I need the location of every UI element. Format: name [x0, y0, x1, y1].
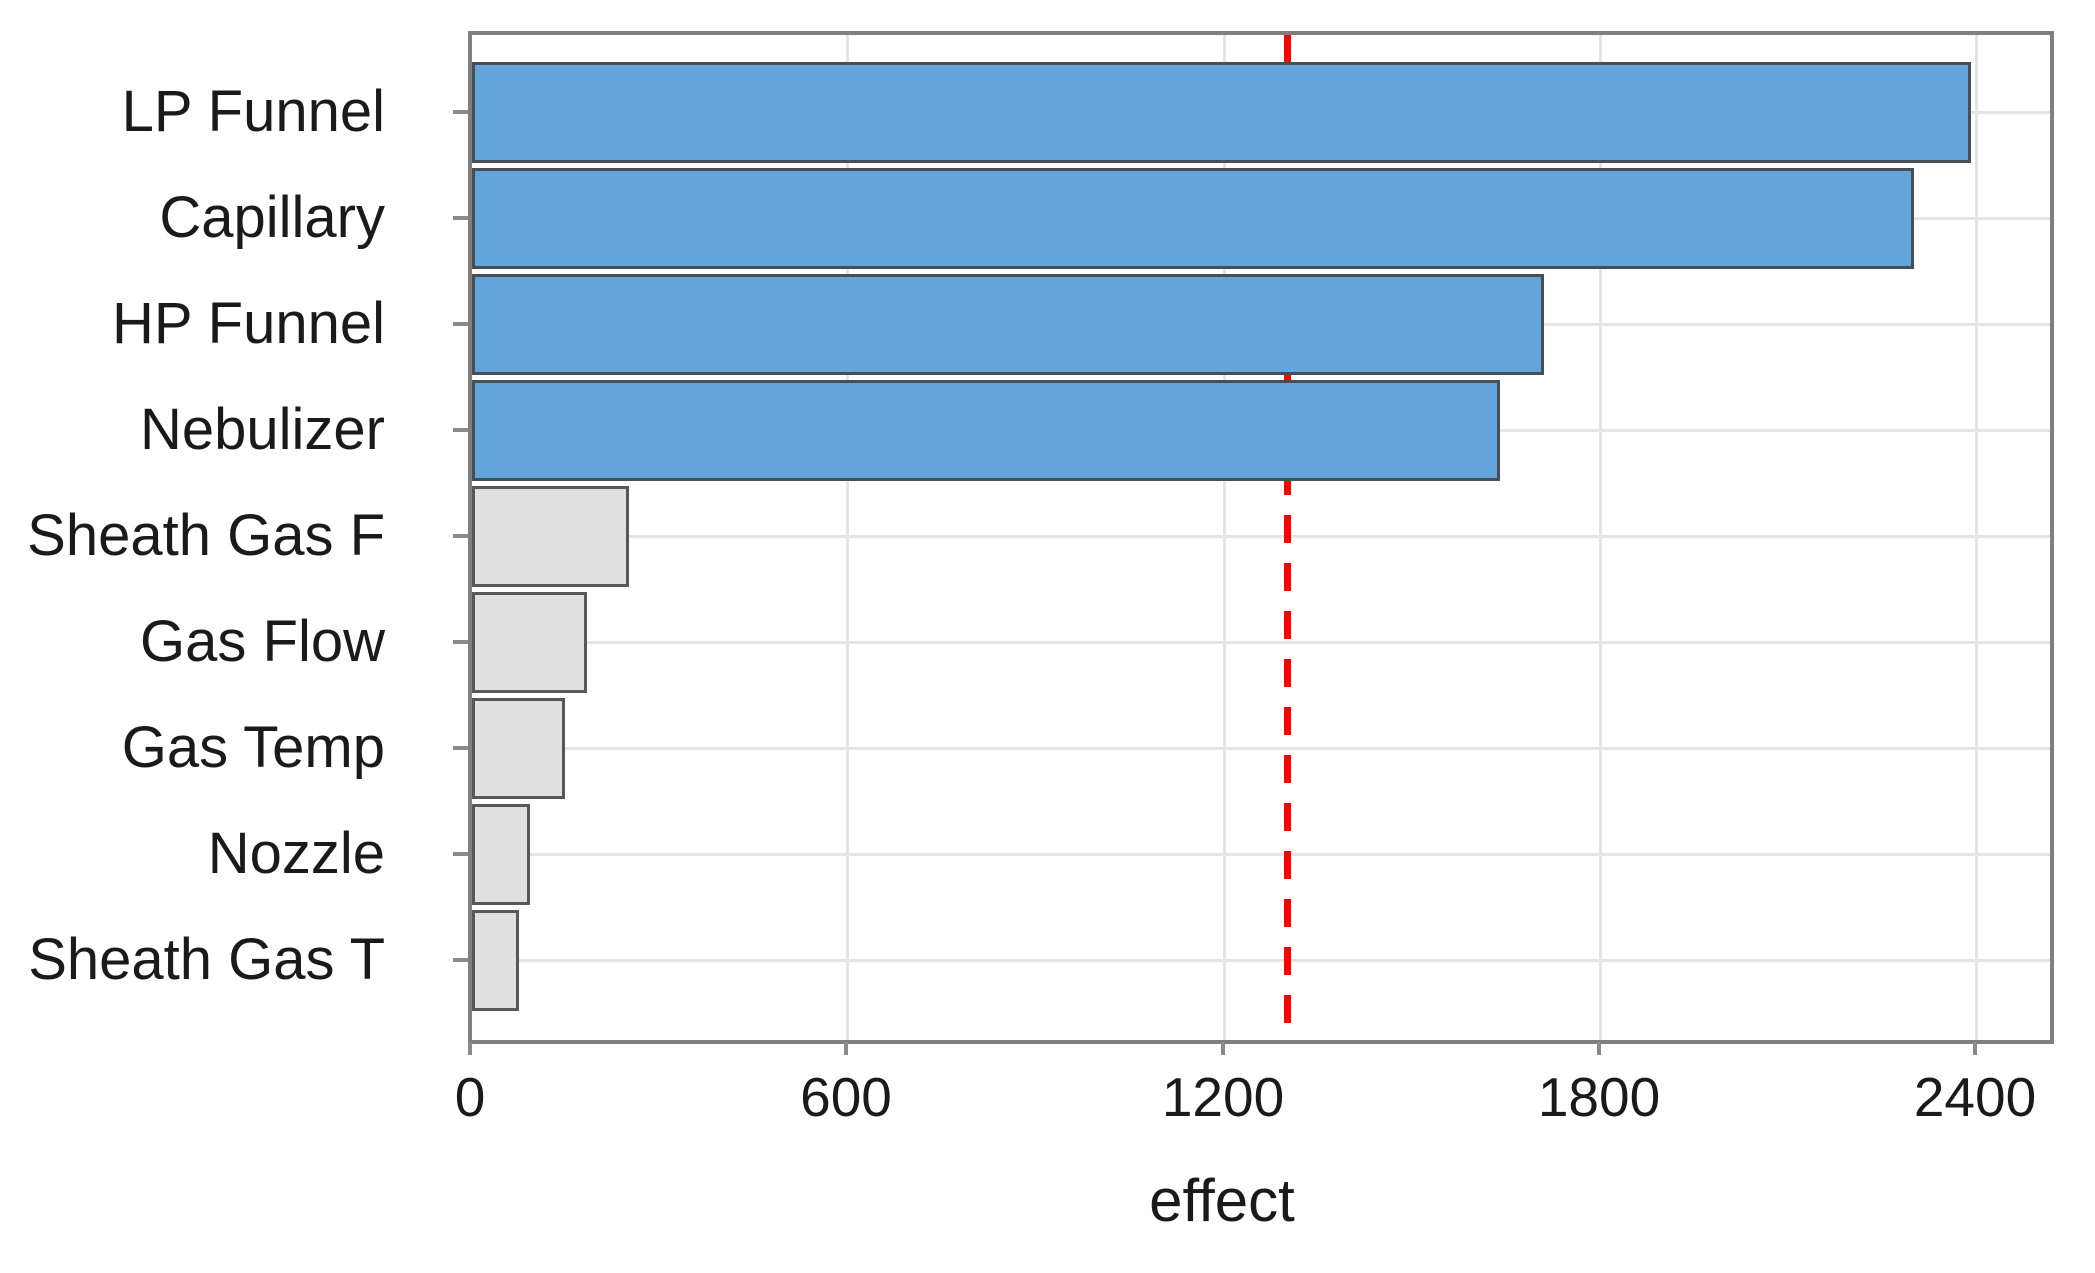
x-axis-title: effect	[1149, 1167, 1295, 1234]
h-gridline-sheath-gas-f	[472, 535, 2050, 538]
bar-sheath-gas-t	[472, 910, 519, 1011]
h-gridline-nozzle	[472, 853, 2050, 856]
bar-sheath-gas-f	[472, 486, 629, 587]
x-tick-label-1800: 1800	[1537, 1066, 1661, 1128]
v-gridline-600	[846, 35, 849, 1040]
h-gridline-gas-flow	[472, 641, 2050, 644]
bar-gas-temp	[472, 698, 565, 799]
y-label-sheath-gas-f: Sheath Gas F	[27, 503, 385, 568]
y-label-sheath-gas-t: Sheath Gas T	[28, 927, 385, 992]
x-tick-0	[468, 1042, 472, 1055]
y-label-capillary: Capillary	[159, 185, 385, 250]
v-gridline-1800	[1599, 35, 1602, 1040]
x-tick-label-1200: 1200	[1161, 1066, 1285, 1128]
plot-area	[468, 31, 2054, 1044]
x-tick-600	[844, 1042, 848, 1055]
y-tick-lp-funnel	[453, 110, 468, 114]
y-label-gas-flow: Gas Flow	[140, 609, 385, 674]
v-gridline-2400	[1975, 35, 1978, 1040]
y-tick-capillary	[453, 216, 468, 220]
x-tick-1800	[1597, 1042, 1601, 1055]
bar-nozzle	[472, 804, 530, 905]
x-tick-1200	[1221, 1042, 1225, 1055]
y-tick-nozzle	[453, 852, 468, 856]
x-tick-label-600: 600	[800, 1066, 892, 1128]
y-label-nozzle: Nozzle	[207, 821, 385, 886]
bar-lp-funnel	[472, 62, 1971, 163]
h-gridline-sheath-gas-t	[472, 959, 2050, 962]
bar-gas-flow	[472, 592, 587, 693]
bar-nebulizer	[472, 380, 1500, 481]
y-label-gas-temp: Gas Temp	[121, 715, 385, 780]
bar-capillary	[472, 168, 1914, 269]
x-tick-2400	[1973, 1042, 1977, 1055]
y-tick-hp-funnel	[453, 322, 468, 326]
y-label-lp-funnel: LP Funnel	[121, 79, 385, 144]
y-label-hp-funnel: HP Funnel	[112, 291, 385, 356]
y-tick-nebulizer	[453, 428, 468, 432]
bar-hp-funnel	[472, 274, 1544, 375]
v-gridline-1200	[1223, 35, 1226, 1040]
x-tick-label-2400: 2400	[1913, 1066, 2037, 1128]
y-tick-sheath-gas-f	[453, 534, 468, 538]
y-tick-gas-temp	[453, 746, 468, 750]
y-tick-gas-flow	[453, 640, 468, 644]
x-tick-label-0: 0	[454, 1066, 486, 1128]
y-tick-sheath-gas-t	[453, 958, 468, 962]
significance-threshold-line	[1284, 35, 1291, 1040]
h-gridline-gas-temp	[472, 747, 2050, 750]
y-label-nebulizer: Nebulizer	[140, 397, 385, 462]
